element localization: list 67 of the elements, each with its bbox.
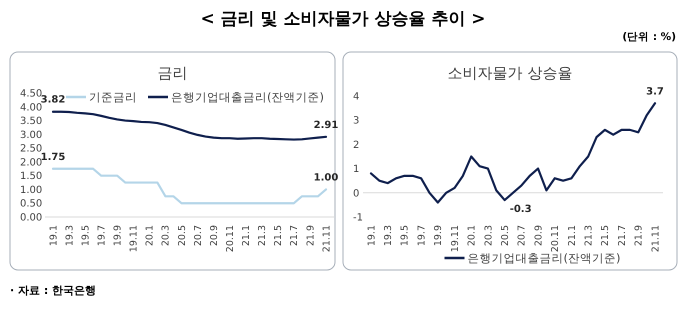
text: < 금리 및 소비자물가 상승율 추이 >	[200, 9, 486, 29]
text: (단위 : %)	[622, 31, 676, 43]
x-tick-label: 20.3	[160, 225, 172, 246]
y-tick-label: 2.00	[20, 157, 42, 168]
y-tick-label: -1	[353, 212, 363, 224]
x-tick-label: 20.7	[516, 225, 528, 246]
annotation: -0.3	[510, 204, 532, 216]
text: · 자료 : 한국은행	[10, 284, 96, 297]
x-tick-label: 21.7	[616, 225, 628, 246]
x-tick-label: 21.1	[566, 225, 578, 246]
y-tick-label: 1.50	[20, 171, 42, 182]
x-tick-label: 19.5	[80, 225, 92, 246]
y-tick-label: 3.50	[20, 116, 42, 128]
chart-title: 금리	[158, 64, 188, 82]
annotation: 2.91	[314, 120, 338, 131]
x-tick-label: 19.7	[416, 225, 428, 246]
line-series	[370, 102, 656, 204]
annotation: 3.7	[646, 86, 664, 98]
x-tick-label: 19.9	[433, 225, 444, 246]
x-tick-label: 21.11	[650, 225, 662, 252]
x-tick-label: 21.5	[273, 225, 284, 246]
x-tick-label: 19.3	[64, 225, 76, 246]
y-tick-label: 4	[353, 92, 360, 102]
x-tick-label: 19.5	[400, 225, 411, 246]
x-tick-label: 21.7	[289, 225, 300, 246]
legend-label: 기준금리	[89, 90, 137, 104]
x-tick-label: 21.9	[634, 225, 645, 246]
y-tick-label: 0	[353, 188, 360, 200]
y-tick-label: 4.50	[20, 88, 42, 100]
x-tick-label: 21.3	[584, 225, 594, 246]
annotation: 1.00	[314, 172, 338, 184]
x-tick-label: 20.9	[533, 225, 544, 246]
x-tick-label: 19.1	[366, 225, 378, 246]
chart-title: 소비자물가 상승율	[448, 64, 572, 82]
x-tick-label: 20.11	[550, 225, 562, 252]
x-tick-label: 20.3	[483, 225, 494, 246]
x-tick-label: 20.9	[208, 225, 220, 246]
x-tick-label: 20.1	[144, 225, 156, 246]
x-tick-label: 19.7	[96, 225, 108, 246]
x-tick-label: 20.11	[224, 225, 236, 252]
x-tick-label: 19.1	[48, 225, 60, 246]
y-tick-label: 1	[353, 164, 360, 176]
x-tick-label: 20.5	[176, 225, 188, 246]
x-tick-label: 21.9	[305, 225, 316, 246]
y-tick-label: 0.00	[20, 212, 42, 224]
y-tick-label: 3	[353, 116, 360, 127]
annotation: 1.75	[40, 152, 66, 163]
x-tick-label: 20.7	[192, 225, 204, 246]
y-tick-label: 3.00	[20, 130, 42, 141]
y-tick-label: 1.00	[20, 184, 42, 196]
y-tick-label: 2	[353, 140, 360, 151]
x-tick-label: 20.1	[466, 225, 478, 246]
x-tick-label: 19.3	[383, 225, 394, 246]
x-tick-label: 19.11	[450, 225, 461, 252]
x-tick-label: 21.5	[600, 225, 612, 246]
legend-label: 은행기업대출금리(잔액기준)	[468, 251, 620, 266]
x-tick-label: 19.11	[128, 225, 140, 252]
legend-label: 은행기업대출금리(잔액기준)	[171, 90, 324, 104]
y-tick-label: 2.50	[20, 144, 42, 155]
x-tick-label: 19.9	[112, 225, 124, 246]
annotation: 3.82	[40, 94, 66, 106]
x-tick-label: 20.5	[500, 225, 511, 246]
x-tick-label: 21.1	[241, 225, 252, 246]
y-tick-label: 4.00	[20, 102, 42, 114]
x-tick-label: 21.3	[257, 225, 268, 246]
x-tick-label: 21.11	[321, 225, 332, 252]
y-tick-label: 0.50	[20, 198, 42, 210]
